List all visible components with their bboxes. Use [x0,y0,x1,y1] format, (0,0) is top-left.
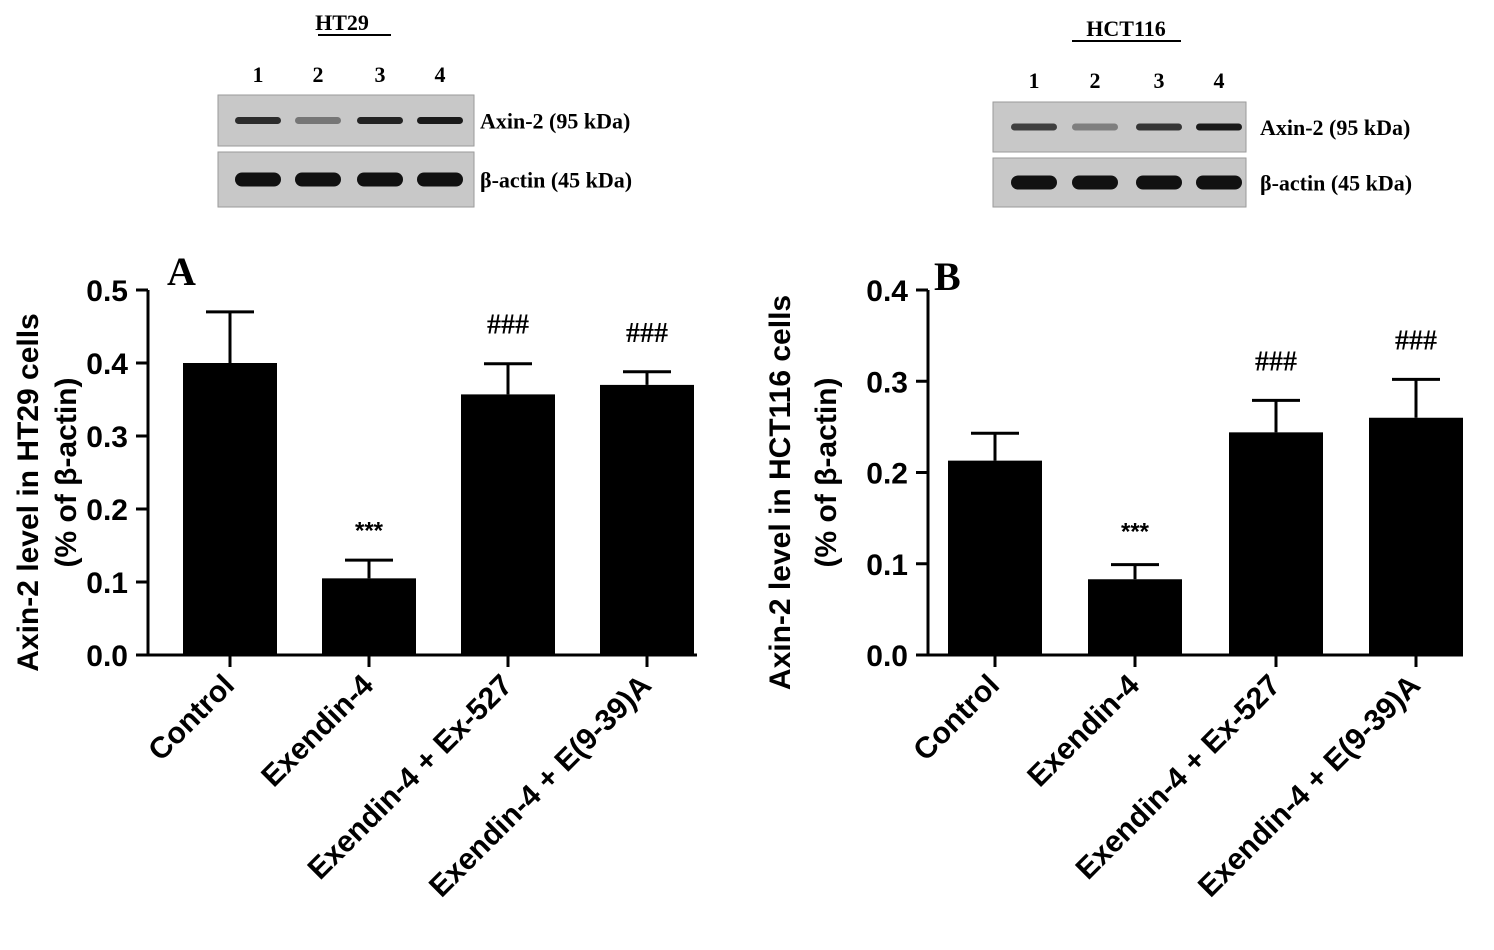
blot-band [1136,175,1182,190]
bar-4 [1369,417,1463,655]
bar-3 [461,394,555,655]
significance-label: ### [487,310,529,341]
significance-label: ### [626,318,668,349]
blot-row-label: Axin-2 (95 kDa) [480,109,630,134]
lane-label: 2 [1090,68,1101,93]
blot-band [1011,175,1057,190]
lane-label: 3 [1154,68,1165,93]
western-blot-2: HCT116 1 2 3 4 Axin-2 (95 kDa) β-actin (45 kDa… [992,16,1412,208]
y-tick-label: 0.0 [86,640,128,673]
bar-2 [322,578,416,655]
y-tick-label: 0.3 [866,366,908,399]
y-tick-label: 0.5 [86,275,128,308]
blot-row-label: β-actin (45 kDa) [480,168,632,193]
blot-row-label: β-actin (45 kDa) [1260,171,1412,196]
x-tick-label: Exendin-4 [255,668,380,793]
y-tick-label: 0.2 [86,494,128,527]
blot-band [1136,123,1182,131]
bar-2 [1088,579,1182,655]
bar-1 [183,363,277,655]
x-tick-label: Exendin-4 + E(9-39)A [423,669,658,904]
bar-3 [1229,432,1323,655]
bar-1 [948,460,1042,655]
chart-panel-b: *** ### ### 0.0 0.1 0.2 0.3 0.4 Control Exendin-4… [764,254,1463,904]
blot-band [235,172,281,187]
blot-title: HCT116 [1086,16,1165,41]
blot-band [295,117,341,124]
blot-band [295,172,341,187]
y-tick-label: 0.0 [866,640,908,673]
panel-letter: A [167,249,196,294]
y-tick-label: 0.1 [866,549,908,582]
significance-label: *** [355,517,384,544]
blot-band [1196,123,1242,131]
x-tick-label: Control [907,669,1006,768]
lane-label: 1 [253,62,264,87]
blot-band [357,117,403,124]
blot-band [1072,175,1118,190]
blot-band [417,172,463,187]
significance-label: ### [1255,346,1297,377]
lane-label: 1 [1029,68,1040,93]
y-axis-subtitle: (% of β-actin) [50,378,83,568]
lane-label: 3 [375,62,386,87]
significance-label: ### [1395,325,1437,356]
y-axis-subtitle: (% of β-actin) [810,378,843,568]
blot-band [1196,175,1242,190]
lane-label: 2 [313,62,324,87]
blot-title: HT29 [315,10,369,35]
y-axis-title: Axin-2 level in HCT116 cells [764,295,797,690]
y-tick-label: 0.1 [86,567,128,600]
bar-4 [600,384,694,655]
panel-letter: B [934,254,961,299]
significance-label: *** [1121,518,1150,545]
lane-label: 4 [1214,68,1225,93]
blot-band [235,117,281,124]
y-tick-label: 0.3 [86,421,128,454]
blot-band [417,117,463,124]
x-tick-label: Control [142,669,241,768]
y-tick-label: 0.4 [866,275,908,308]
western-blot-1: HT29 1 2 3 4 Axin-2 (95 kDa) β-actin (45 kDa) [217,10,632,208]
x-tick-label: Exendin-4 [1021,668,1146,793]
blot-row-label: Axin-2 (95 kDa) [1260,115,1410,140]
blot-band [1011,123,1057,131]
blot-band [1072,123,1118,131]
y-tick-label: 0.2 [866,458,908,491]
blot-band [357,172,403,187]
lane-label: 4 [435,62,446,87]
y-axis-title: Axin-2 level in HT29 cells [12,313,45,672]
y-tick-label: 0.4 [86,348,128,381]
